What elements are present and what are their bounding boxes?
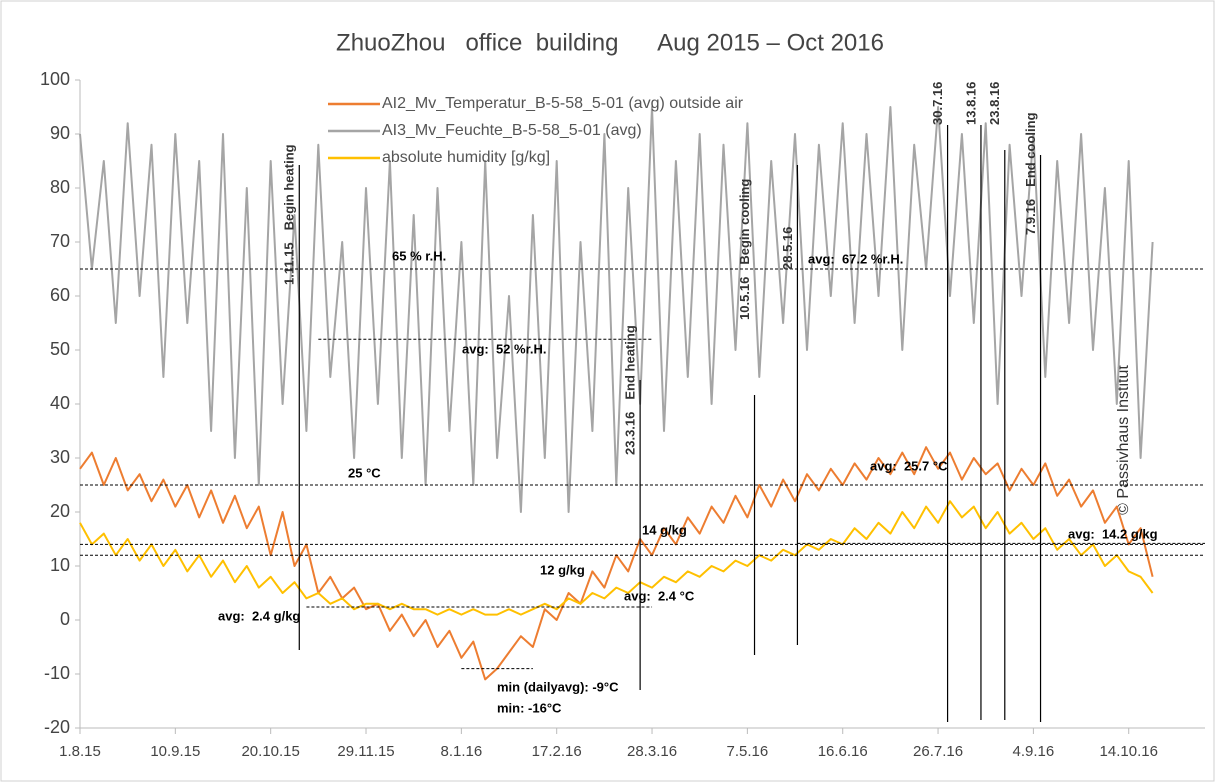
legend-label: AI3_Mv_Feuchte_B-5-58_5-01 (avg) [382, 122, 642, 139]
annotation: avg: 52 %r.H. [462, 341, 547, 356]
y-tick-label: 50 [50, 339, 70, 359]
event-date: 28.5.16 [780, 227, 795, 270]
event-label: Begin cooling [737, 179, 752, 265]
x-tick-label: 4.9.16 [1013, 743, 1055, 760]
annotation: 14 g/kg [642, 522, 687, 537]
x-tick-label: 26.7.16 [913, 743, 963, 760]
y-tick-label: -10 [44, 663, 70, 683]
legend-label: absolute humidity [g/kg] [382, 149, 550, 166]
annotation: avg: 67.2 %r.H. [808, 251, 903, 266]
y-tick-label: 70 [50, 231, 70, 251]
x-tick-label: 17.2.16 [532, 743, 582, 760]
event-date: 10.5.16 [737, 277, 752, 320]
y-tick-label: 30 [50, 447, 70, 467]
x-tick-label: 20.10.15 [241, 743, 299, 760]
y-tick-label: 10 [50, 555, 70, 575]
y-tick-label: -20 [44, 717, 70, 737]
event-date: 30.7.16 [930, 82, 945, 125]
annotation: avg: 25.7 °C [870, 458, 948, 473]
y-tick-label: 40 [50, 393, 70, 413]
event-date: 23.3.16 [623, 412, 638, 455]
y-tick-label: 80 [50, 177, 70, 197]
annotation: 65 % r.H. [392, 248, 446, 263]
x-tick-label: 10.9.15 [150, 743, 200, 760]
annotation: 25 °C [348, 465, 381, 480]
x-tick-label: 28.3.16 [627, 743, 677, 760]
y-tick-label: 20 [50, 501, 70, 521]
event-date: 13.8.16 [963, 82, 978, 125]
x-tick-label: 7.5.16 [727, 743, 769, 760]
legend-label: AI2_Mv_Temperatur_B-5-58_5-01 (avg) outs… [382, 95, 744, 112]
y-tick-label: 60 [50, 285, 70, 305]
x-tick-label: 14.10.16 [1100, 743, 1158, 760]
annotation: min (dailyavg): -9°C [497, 679, 619, 694]
annotation: 12 g/kg [540, 562, 585, 577]
series-line [79, 500, 1154, 616]
copyright: © Passivhaus Institut [1115, 365, 1132, 515]
annotation: min: -16°C [497, 700, 562, 715]
event-label: End cooling [1023, 112, 1038, 186]
event-label: Begin heating [282, 144, 297, 230]
annotation: avg: 2.4 °C [624, 588, 695, 603]
x-tick-label: 8.1.16 [440, 743, 482, 760]
event-date: 1.11.15 [282, 242, 297, 285]
event-date: 7.9.16 [1023, 199, 1038, 235]
annotation: avg: 14.2 g/kg [1068, 526, 1158, 541]
y-tick-label: 0 [60, 609, 70, 629]
x-tick-label: 1.8.15 [59, 743, 101, 760]
x-tick-label: 16.6.16 [818, 743, 868, 760]
event-label: End heating [623, 325, 638, 399]
event-date: 23.8.16 [987, 82, 1002, 125]
annotation: avg: 2.4 g/kg [218, 608, 300, 623]
x-tick-label: 29.11.15 [337, 743, 394, 760]
y-tick-label: 90 [50, 123, 70, 143]
chart-title: ZhuoZhou office building Aug 2015 – Oct … [336, 29, 884, 56]
y-tick-label: 100 [40, 69, 70, 89]
